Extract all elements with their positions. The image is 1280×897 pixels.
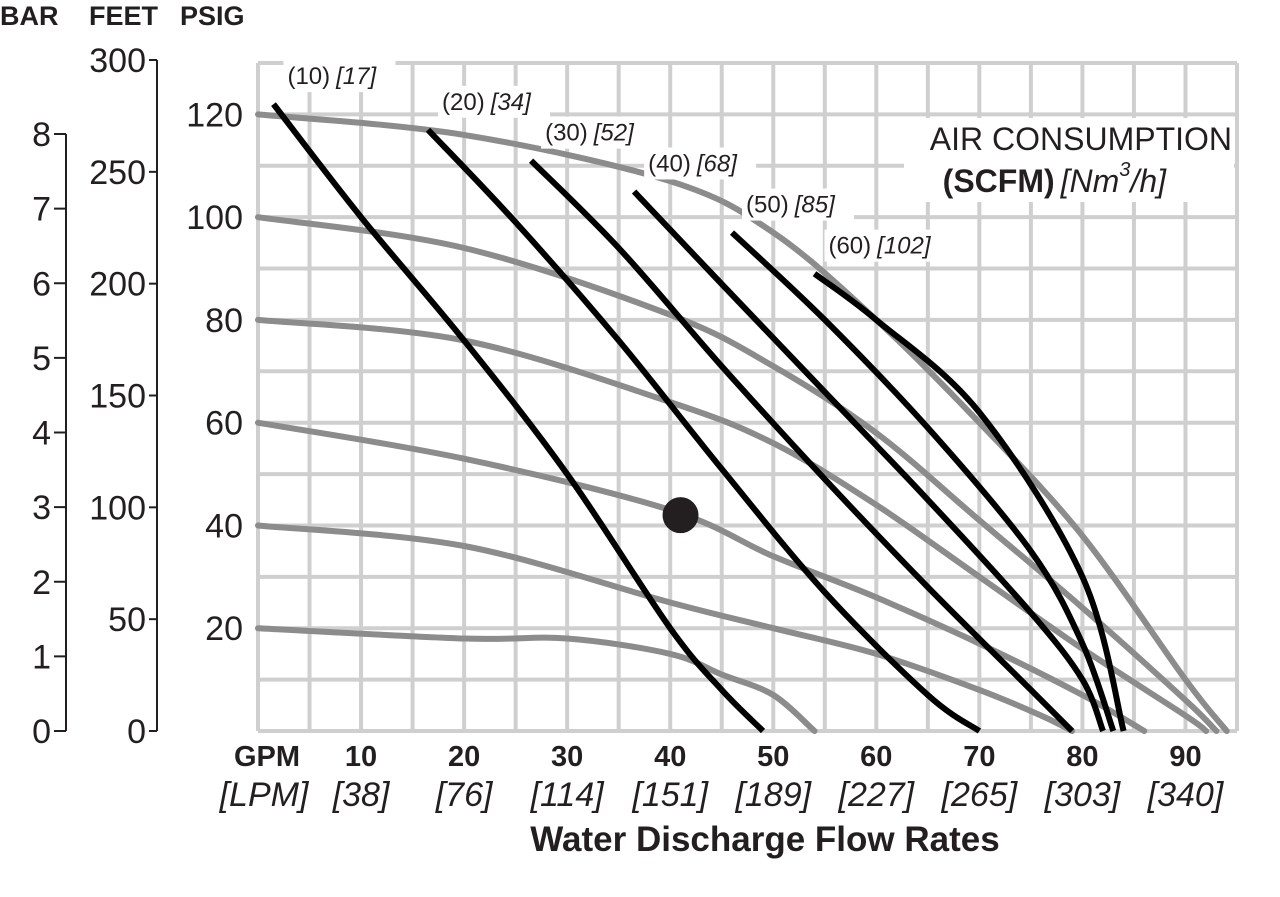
psig-tick-label: 40 bbox=[205, 507, 243, 545]
legend-box: AIR CONSUMPTION (SCFM) [Nm3/h] bbox=[904, 118, 1234, 202]
feet-tick-label: 100 bbox=[89, 489, 146, 527]
air-curve-label-metric: [102] bbox=[876, 233, 932, 260]
air-curve-label: (50) [85] bbox=[746, 192, 836, 219]
x-tick-lpm-label: [189] bbox=[734, 776, 812, 814]
air-curve-label-metric: [52] bbox=[593, 120, 635, 147]
bar-tick-label: 7 bbox=[32, 191, 51, 229]
air-curve-40 bbox=[631, 189, 1106, 733]
x-tick-gpm-label: 10 bbox=[345, 741, 377, 773]
bar-tick-label: 6 bbox=[32, 265, 51, 303]
bar-axis-title: BAR bbox=[0, 1, 59, 31]
x-tick-lpm-label: [303] bbox=[1044, 776, 1122, 814]
bar-tick-label: 5 bbox=[32, 340, 51, 378]
legend-units: (SCFM) [Nm3/h] bbox=[943, 159, 1167, 199]
air-curve-label-scfm: (40) bbox=[648, 150, 691, 177]
feet-axis: 0 50 100 150 200 250 300 bbox=[89, 42, 158, 751]
x-tick-lpm-label: [151] bbox=[631, 776, 709, 814]
bar-tick-label: 0 bbox=[32, 713, 51, 751]
feet-tick-label: 250 bbox=[89, 154, 146, 192]
feet-tick-label: 300 bbox=[89, 42, 146, 80]
legend-title: AIR CONSUMPTION bbox=[930, 121, 1232, 157]
x-tick-lpm-label: [38] bbox=[332, 776, 391, 814]
bar-axis: 0 1 2 3 4 5 6 7 8 bbox=[32, 116, 67, 751]
psig-axis-title: PSIG bbox=[180, 1, 245, 31]
x-tick-lpm-label: [340] bbox=[1147, 776, 1225, 814]
air-curve-10 bbox=[271, 102, 766, 734]
bar-tick-label: 3 bbox=[32, 489, 51, 527]
air-curve-label-metric: [68] bbox=[696, 150, 738, 177]
air-curve-20 bbox=[425, 127, 982, 734]
feet-tick-label: 50 bbox=[108, 601, 146, 639]
x-tick-lpm-label: [76] bbox=[435, 776, 494, 814]
air-curve-label-scfm: (50) bbox=[746, 192, 789, 219]
x-tick-gpm-label: 80 bbox=[1066, 741, 1098, 773]
psig-tick-label: 80 bbox=[205, 302, 243, 340]
x-tick-gpm-label: 50 bbox=[757, 741, 789, 773]
psig-tick-label: 100 bbox=[186, 199, 243, 237]
x-tick-lpm-label: [114] bbox=[530, 776, 606, 814]
feet-tick-label: 0 bbox=[127, 713, 146, 751]
x-unit-lpm: [LPM] bbox=[219, 776, 310, 814]
psig-tick-label: 60 bbox=[205, 405, 243, 443]
air-curve-label: (40) [68] bbox=[648, 150, 738, 177]
air-curve-label-metric: [17] bbox=[335, 63, 377, 90]
pressure-curve-60-psig bbox=[255, 419, 1148, 734]
feet-tick-label: 150 bbox=[89, 378, 146, 416]
air-curve-label-scfm: (20) bbox=[442, 89, 485, 116]
bar-tick-label: 4 bbox=[32, 415, 51, 453]
air-curve-label-metric: [34] bbox=[490, 89, 532, 116]
legend-units-scfm: (SCFM) bbox=[943, 163, 1055, 199]
air-curve-labels: (10) [17] (20) [34] (30) [52] (40) [68] (50) [85]… bbox=[283, 60, 937, 262]
bar-tick-label: 1 bbox=[32, 638, 51, 676]
pressure-curve-40-psig bbox=[255, 522, 1076, 734]
air-curve-label-scfm: (60) bbox=[828, 233, 871, 260]
x-tick-lpm-label: [227] bbox=[838, 776, 916, 814]
x-axis-title: Water Discharge Flow Rates bbox=[530, 820, 999, 859]
air-curve-label-background bbox=[283, 60, 396, 93]
marker-layer bbox=[662, 497, 699, 534]
operating-point-marker bbox=[662, 497, 699, 534]
air-curve-label-scfm: (10) bbox=[287, 63, 330, 90]
air-curve-label-background bbox=[742, 188, 855, 221]
x-tick-gpm-label: 60 bbox=[860, 741, 892, 773]
air-curve-30 bbox=[528, 158, 1075, 734]
air-curve-label-metric: [85] bbox=[794, 192, 836, 219]
psig-tick-label: 20 bbox=[205, 610, 243, 648]
psig-axis: 20 40 60 80 100 120 bbox=[186, 96, 243, 648]
air-curve-label: (60) [102] bbox=[828, 233, 931, 260]
air-curve-label-scfm: (30) bbox=[545, 120, 588, 147]
air-curve-label-background bbox=[541, 116, 654, 149]
bar-tick-label: 8 bbox=[32, 116, 51, 154]
x-tick-gpm-label: 70 bbox=[963, 741, 995, 773]
pressure-curve-20-psig bbox=[255, 625, 818, 734]
pressure-curve-80-psig bbox=[255, 316, 1210, 734]
x-tick-lpm-label: [265] bbox=[941, 776, 1019, 814]
air-curve-50 bbox=[729, 230, 1117, 732]
psig-tick-label: 120 bbox=[186, 96, 243, 134]
air-curve-label: (30) [52] bbox=[545, 120, 635, 147]
air-curve-label-background bbox=[644, 147, 757, 180]
air-curve-label-background bbox=[824, 229, 937, 262]
legend-units-per-hour: /h] bbox=[1128, 163, 1167, 199]
x-tick-gpm-label: 40 bbox=[654, 741, 686, 773]
legend-units-sup: 3 bbox=[1119, 159, 1130, 181]
legend-units-nm: [Nm bbox=[1060, 163, 1120, 199]
feet-tick-label: 200 bbox=[89, 266, 146, 304]
x-unit-gpm: GPM bbox=[234, 741, 300, 773]
x-tick-gpm-label: 30 bbox=[551, 741, 583, 773]
legend-background bbox=[904, 118, 1234, 202]
x-axis: GPM [LPM] 10[38] 20[76] 30[114] 40[151] 50[1… bbox=[219, 741, 1225, 814]
x-tick-gpm-label: 20 bbox=[448, 741, 480, 773]
bar-tick-label: 2 bbox=[32, 564, 51, 602]
x-tick-gpm-label: 90 bbox=[1169, 741, 1201, 773]
air-curve-label: (20) [34] bbox=[442, 89, 532, 116]
air-curve-label-background bbox=[438, 85, 551, 118]
air-consumption-curves bbox=[271, 102, 1127, 734]
feet-axis-title: FEET bbox=[89, 1, 159, 31]
air-curve-label: (10) [17] bbox=[287, 63, 377, 90]
air-curve-60 bbox=[812, 271, 1127, 732]
